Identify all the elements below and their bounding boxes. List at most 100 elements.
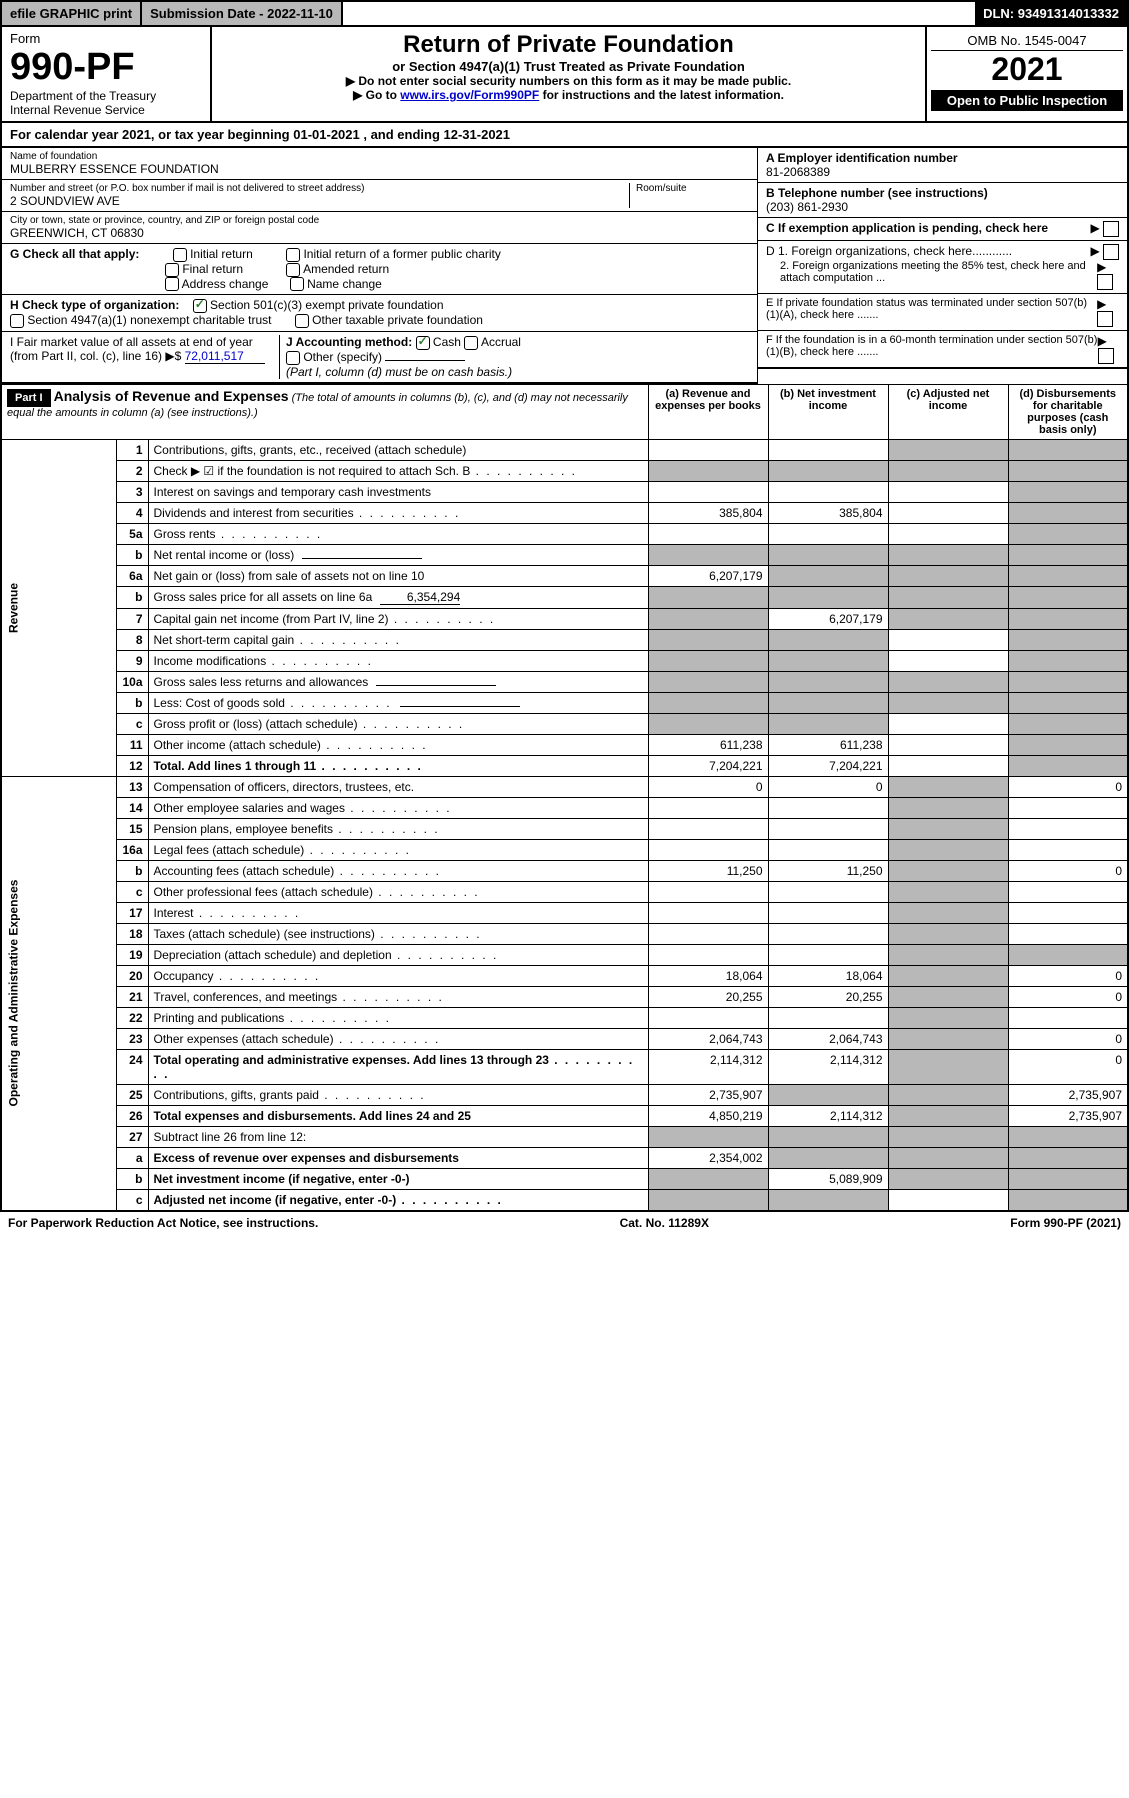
- amount-cell: 7,204,221: [768, 755, 888, 776]
- amount-cell: [1008, 629, 1128, 650]
- line-number: c: [117, 713, 148, 734]
- amount-cell: [1008, 1189, 1128, 1211]
- table-row: 5aGross rents: [1, 523, 1128, 544]
- chk-4947[interactable]: [10, 314, 24, 328]
- top-bar: efile GRAPHIC print Submission Date - 20…: [0, 0, 1129, 27]
- chk-accrual[interactable]: [464, 336, 478, 350]
- line-description: Travel, conferences, and meetings: [148, 986, 648, 1007]
- d2-label: 2. Foreign organizations meeting the 85%…: [766, 260, 1097, 290]
- line-description: Gross profit or (loss) (attach schedule): [148, 713, 648, 734]
- table-row: 9Income modifications: [1, 650, 1128, 671]
- line-number: b: [117, 692, 148, 713]
- amount-cell: [888, 1105, 1008, 1126]
- revenue-section-label: Revenue: [1, 439, 117, 776]
- line-description: Gross sales price for all assets on line…: [148, 586, 648, 608]
- amount-cell: 18,064: [768, 965, 888, 986]
- amount-cell: [648, 586, 768, 608]
- efile-label[interactable]: efile GRAPHIC print: [2, 2, 142, 25]
- fmv-value[interactable]: 72,011,517: [185, 349, 265, 364]
- chk-final[interactable]: [165, 263, 179, 277]
- amount-cell: [768, 1084, 888, 1105]
- chk-initial-former[interactable]: [286, 248, 300, 262]
- chk-cash[interactable]: [416, 336, 430, 350]
- amount-cell: [648, 692, 768, 713]
- line-number: b: [117, 544, 148, 565]
- amount-cell: [768, 1147, 888, 1168]
- table-row: 19Depreciation (attach schedule) and dep…: [1, 944, 1128, 965]
- col-a-header: (a) Revenue and expenses per books: [648, 384, 768, 439]
- table-row: bLess: Cost of goods sold: [1, 692, 1128, 713]
- amount-cell: 2,735,907: [1008, 1105, 1128, 1126]
- line-description: Net gain or (loss) from sale of assets n…: [148, 565, 648, 586]
- chk-terminated[interactable]: [1097, 311, 1113, 327]
- amount-cell: [888, 1084, 1008, 1105]
- j-label: J Accounting method:: [286, 335, 412, 349]
- amount-cell: [648, 671, 768, 692]
- table-row: cOther professional fees (attach schedul…: [1, 881, 1128, 902]
- line-number: 25: [117, 1084, 148, 1105]
- line-description: Adjusted net income (if negative, enter …: [148, 1189, 648, 1211]
- line-description: Income modifications: [148, 650, 648, 671]
- amount-cell: [888, 1168, 1008, 1189]
- amount-cell: 0: [1008, 1049, 1128, 1084]
- open-public: Open to Public Inspection: [931, 90, 1123, 111]
- chk-foreign[interactable]: [1103, 244, 1119, 260]
- amount-cell: 2,354,002: [648, 1147, 768, 1168]
- amount-cell: [648, 944, 768, 965]
- amount-cell: [1008, 923, 1128, 944]
- amount-cell: 0: [648, 776, 768, 797]
- amount-cell: 611,238: [768, 734, 888, 755]
- chk-501c3[interactable]: [193, 299, 207, 313]
- line-description: Interest on savings and temporary cash i…: [148, 481, 648, 502]
- line-description: Net rental income or (loss): [148, 544, 648, 565]
- table-row: Revenue1Contributions, gifts, grants, et…: [1, 439, 1128, 460]
- table-row: 22Printing and publications: [1, 1007, 1128, 1028]
- line-description: Depreciation (attach schedule) and deple…: [148, 944, 648, 965]
- phone-label: B Telephone number (see instructions): [766, 186, 988, 200]
- amount-cell: [648, 1189, 768, 1211]
- irs-link[interactable]: www.irs.gov/Form990PF: [400, 88, 539, 102]
- amount-cell: [768, 692, 888, 713]
- amount-cell: [888, 776, 1008, 797]
- amount-cell: [648, 481, 768, 502]
- table-row: 17Interest: [1, 902, 1128, 923]
- table-row: bNet rental income or (loss): [1, 544, 1128, 565]
- chk-foreign-85[interactable]: [1097, 274, 1113, 290]
- table-row: 20Occupancy18,06418,0640: [1, 965, 1128, 986]
- chk-initial[interactable]: [173, 248, 187, 262]
- chk-other-method[interactable]: [286, 351, 300, 365]
- col-b-header: (b) Net investment income: [768, 384, 888, 439]
- chk-exemption-pending[interactable]: [1103, 221, 1119, 237]
- amount-cell: [768, 944, 888, 965]
- amount-cell: [648, 923, 768, 944]
- line-description: Printing and publications: [148, 1007, 648, 1028]
- amount-cell: [1008, 1168, 1128, 1189]
- chk-addr-change[interactable]: [165, 277, 179, 291]
- amount-cell: 2,114,312: [768, 1105, 888, 1126]
- table-row: bNet investment income (if negative, ent…: [1, 1168, 1128, 1189]
- amount-cell: [1008, 1126, 1128, 1147]
- line-number: 23: [117, 1028, 148, 1049]
- amount-cell: [888, 439, 1008, 460]
- line-number: 22: [117, 1007, 148, 1028]
- chk-amended[interactable]: [286, 263, 300, 277]
- chk-other-taxable[interactable]: [295, 314, 309, 328]
- chk-60month[interactable]: [1098, 348, 1114, 364]
- amount-cell: [888, 755, 1008, 776]
- chk-name-change[interactable]: [290, 277, 304, 291]
- amount-cell: [1008, 565, 1128, 586]
- amount-cell: [888, 1007, 1008, 1028]
- amount-cell: [1008, 734, 1128, 755]
- amount-cell: [768, 923, 888, 944]
- amount-cell: [1008, 1007, 1128, 1028]
- line-number: 4: [117, 502, 148, 523]
- line-number: 20: [117, 965, 148, 986]
- table-row: 25Contributions, gifts, grants paid2,735…: [1, 1084, 1128, 1105]
- expenses-section-label: Operating and Administrative Expenses: [1, 776, 117, 1211]
- instr-ssn: ▶ Do not enter social security numbers o…: [216, 74, 921, 88]
- line-number: a: [117, 1147, 148, 1168]
- amount-cell: [768, 460, 888, 481]
- amount-cell: [768, 713, 888, 734]
- amount-cell: [648, 439, 768, 460]
- line-number: c: [117, 1189, 148, 1211]
